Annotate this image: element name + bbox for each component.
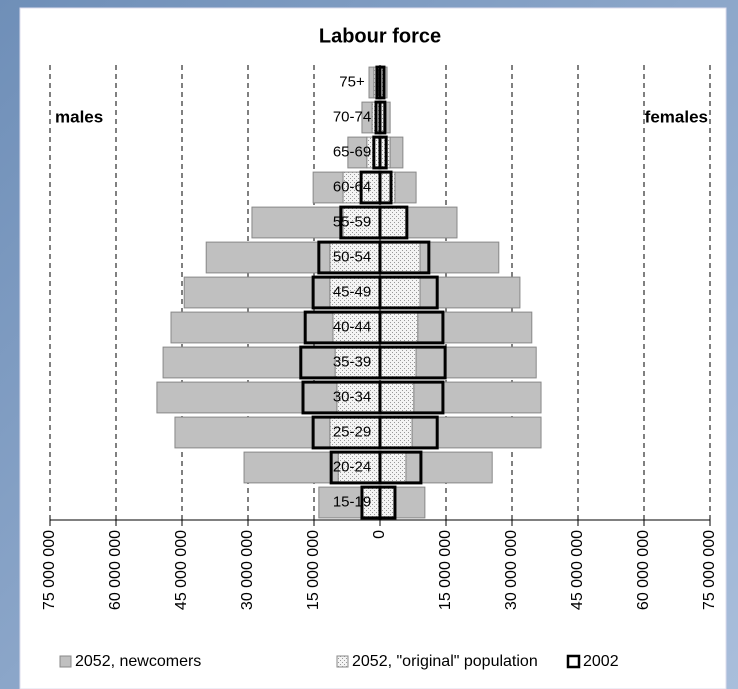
bar [379,311,419,344]
bar [205,241,331,274]
bar [379,486,396,519]
x-tick-label: 15 000 000 [305,530,322,610]
bar [379,206,408,239]
bar [183,276,331,309]
legend-label: 2052, newcomers [75,653,201,670]
bar [415,346,537,379]
legend-swatch [59,655,72,668]
bar [243,451,339,484]
bar [419,241,500,274]
bar [379,451,407,484]
bar [378,450,423,485]
legend-label: 2002 [583,653,619,670]
bar [378,205,409,240]
bar [174,416,331,449]
x-tick-label: 60 000 000 [635,530,652,610]
bar [413,381,542,414]
bar [379,381,415,414]
bar [406,206,458,239]
x-tick-label: 45 000 000 [569,530,586,610]
bar [405,451,493,484]
bar [378,65,386,100]
bar [378,135,388,170]
bar [379,276,421,309]
category-label: 30-34 [333,388,371,405]
x-tick-label: 45 000 000 [173,530,190,610]
category-label: 20-24 [333,458,371,475]
bar [378,415,439,450]
category-label: 60-64 [333,178,371,195]
bar [378,310,445,345]
bar [389,136,404,169]
bar [378,345,447,380]
bar [379,416,413,449]
bar [419,276,521,309]
category-label: 35-39 [333,353,371,370]
legend-swatch [336,655,349,668]
bar [379,171,396,204]
x-tick-label: 30 000 000 [503,530,520,610]
bar [251,206,344,239]
bar [156,381,338,414]
bar [394,486,426,519]
bar [347,136,368,169]
bar [378,240,431,275]
bar [411,416,542,449]
category-label: 55-59 [333,213,371,230]
bar [378,380,445,415]
bar [394,171,417,204]
x-tick-label: 75 000 000 [701,530,718,610]
chart-title: Labour force [319,25,441,47]
bar [368,66,375,99]
bar [385,101,391,134]
bar [417,311,533,344]
x-tick-label: 15 000 000 [437,530,454,610]
x-tick-label: 75 000 000 [41,530,58,610]
bar [378,275,439,310]
bar [170,311,334,344]
bar [361,101,373,134]
bar [318,486,363,519]
category-label: 40-44 [333,318,371,335]
bar [379,346,417,379]
left-label: males [55,107,103,126]
category-label: 15-19 [333,493,371,510]
category-label: 50-54 [333,248,371,265]
category-label: 65-69 [333,143,371,160]
bar [378,100,387,135]
bar [379,241,421,274]
right-label: females [645,107,708,126]
legend-swatch [566,654,581,669]
bar [329,276,381,309]
category-label: 25-29 [333,423,371,440]
bar [378,485,397,520]
category-label: 70-74 [333,108,371,125]
category-label: 75+ [339,73,365,90]
bar [162,346,336,379]
x-tick-label: 30 000 000 [239,530,256,610]
x-tick-label: 0 [371,530,388,539]
bar [378,170,393,205]
category-label: 45-49 [333,283,371,300]
legend-label: 2052, "original" population [352,653,538,670]
bar [312,171,344,204]
x-tick-label: 60 000 000 [107,530,124,610]
